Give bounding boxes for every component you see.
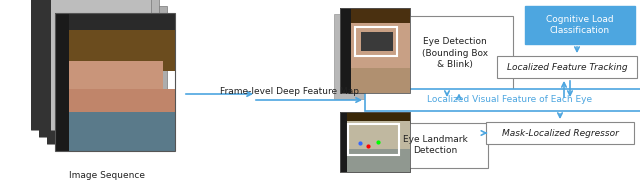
FancyBboxPatch shape (525, 6, 635, 44)
Text: Cognitive Load
Classification: Cognitive Load Classification (546, 15, 614, 35)
FancyBboxPatch shape (397, 15, 513, 91)
FancyBboxPatch shape (340, 8, 351, 93)
Text: Localized Visual Feature of Each Eye: Localized Visual Feature of Each Eye (428, 95, 593, 105)
FancyBboxPatch shape (340, 23, 410, 70)
FancyBboxPatch shape (340, 149, 410, 172)
FancyBboxPatch shape (39, 0, 51, 137)
FancyBboxPatch shape (31, 0, 43, 130)
FancyBboxPatch shape (55, 29, 175, 71)
FancyBboxPatch shape (340, 67, 410, 93)
Text: Localized Feature Tracking: Localized Feature Tracking (507, 63, 627, 71)
FancyBboxPatch shape (340, 112, 410, 123)
FancyBboxPatch shape (55, 61, 163, 96)
FancyBboxPatch shape (340, 112, 347, 172)
FancyBboxPatch shape (340, 8, 410, 93)
FancyBboxPatch shape (365, 89, 640, 111)
FancyBboxPatch shape (340, 121, 410, 151)
Text: Eye Detection
(Bounding Box
& Blink): Eye Detection (Bounding Box & Blink) (422, 37, 488, 69)
FancyBboxPatch shape (55, 13, 175, 38)
Text: Eye Landmark
Detection: Eye Landmark Detection (403, 135, 467, 155)
FancyBboxPatch shape (361, 32, 392, 50)
FancyBboxPatch shape (383, 122, 488, 167)
Text: Image Sequence: Image Sequence (69, 170, 145, 180)
FancyBboxPatch shape (47, 6, 167, 144)
FancyBboxPatch shape (340, 8, 410, 27)
FancyBboxPatch shape (55, 89, 175, 116)
FancyBboxPatch shape (340, 112, 410, 172)
Text: Frame-level Deep Feature Map: Frame-level Deep Feature Map (220, 88, 359, 97)
FancyBboxPatch shape (31, 0, 151, 130)
FancyBboxPatch shape (334, 14, 404, 99)
FancyBboxPatch shape (39, 0, 159, 137)
Text: Mask-Localized Regressor: Mask-Localized Regressor (502, 129, 618, 138)
FancyBboxPatch shape (486, 122, 634, 144)
FancyBboxPatch shape (55, 13, 69, 151)
FancyBboxPatch shape (47, 6, 59, 144)
FancyBboxPatch shape (497, 56, 637, 78)
FancyBboxPatch shape (55, 112, 175, 151)
